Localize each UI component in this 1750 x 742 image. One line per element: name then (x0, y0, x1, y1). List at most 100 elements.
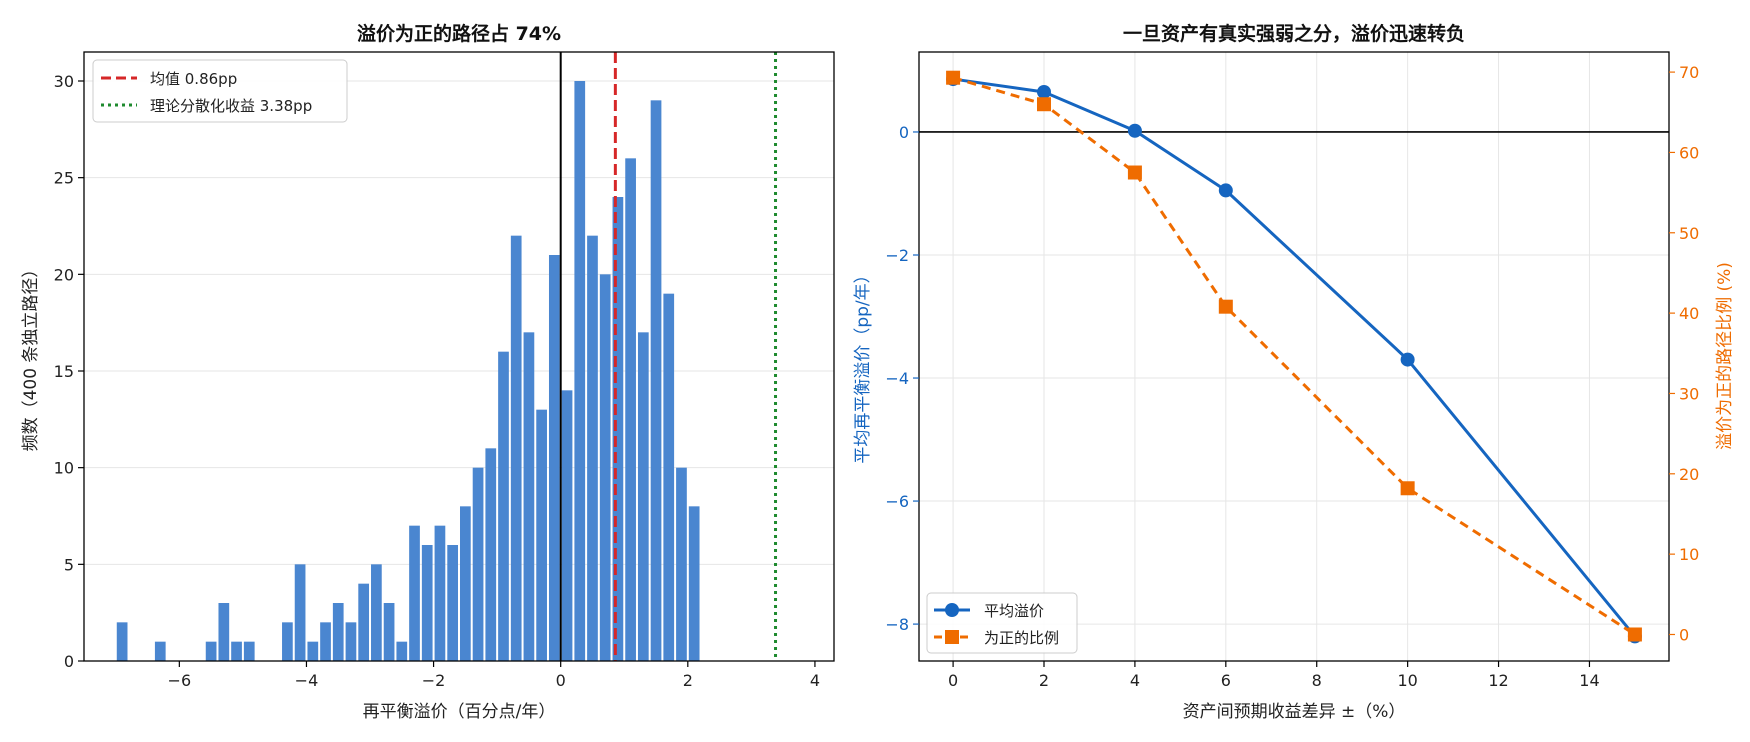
legend-avg-premium-swatch-marker (945, 603, 959, 617)
left-y-tick-label: −2 (885, 246, 909, 265)
line-chart-axes-frame (918, 51, 1670, 662)
histogram-x-ticks: −6 −4 −2 0 2 4 (168, 661, 820, 690)
positive-share-line (952, 76, 1636, 636)
histogram-bar (561, 390, 573, 661)
x-tick-label: 4 (810, 671, 820, 690)
avg-premium-line (952, 77, 1637, 638)
histogram-bar (307, 641, 319, 661)
x-tick-label: −2 (422, 671, 446, 690)
histogram-legend-box (92, 59, 348, 123)
avg-premium-point (1037, 84, 1051, 99)
histogram-bar (154, 641, 166, 661)
histogram-bar (485, 448, 497, 661)
line-chart-left-y-ticks: 0 −2 −4 −6 −8 (885, 123, 919, 634)
histogram-bar (243, 641, 255, 661)
histogram-bar (523, 332, 535, 661)
histogram-bar (332, 603, 344, 661)
line-chart-left-y-label: 平均再平衡溢价（pp/年） (853, 266, 873, 463)
legend-mean-label: 均值 0.86pp (150, 70, 237, 88)
histogram-y-ticks: 0 5 10 15 20 25 30 (54, 72, 84, 671)
histogram-bar (396, 641, 408, 661)
histogram-grid (84, 80, 834, 662)
line-chart-grid (919, 52, 1669, 661)
histogram-bar (320, 622, 331, 661)
histogram-bar (358, 583, 370, 661)
x-tick-label: 12 (1488, 671, 1508, 690)
y-tick-label: 10 (54, 459, 74, 478)
histogram-bar (637, 332, 649, 661)
x-tick-label: −4 (295, 671, 319, 690)
left-y-tick-label: −4 (885, 369, 909, 388)
y-tick-label: 0 (64, 652, 74, 671)
histogram-bar (587, 235, 598, 661)
histogram-bar (510, 235, 522, 661)
positive-share-point (1400, 481, 1415, 496)
histogram-bar (218, 603, 230, 661)
right-y-tick-label: 60 (1679, 143, 1699, 162)
right-y-tick-label: 70 (1679, 63, 1699, 82)
histogram-bar (409, 525, 420, 661)
x-tick-label: 0 (948, 671, 958, 690)
right-y-tick-label: 40 (1679, 304, 1699, 323)
histogram-bar (548, 255, 560, 661)
line-chart-right-y-ticks: 0 10 20 30 40 50 60 70 (1669, 63, 1699, 644)
histogram-reference-lines (559, 52, 778, 661)
histogram-bar (205, 641, 217, 661)
histogram-bar (294, 564, 306, 661)
histogram-bars (116, 81, 700, 662)
histogram-bar (383, 603, 395, 661)
x-tick-label: 14 (1579, 671, 1599, 690)
x-tick-label: 2 (683, 671, 693, 690)
x-tick-label: −6 (168, 671, 192, 690)
right-y-tick-label: 10 (1679, 545, 1699, 564)
histogram-bar (447, 545, 458, 661)
histogram-x-label: 再平衡溢价（百分点/年） (363, 702, 556, 722)
histogram-bar (612, 197, 624, 661)
y-tick-label: 20 (54, 265, 74, 284)
x-tick-label: 0 (556, 671, 566, 690)
left-y-tick-label: −8 (885, 615, 909, 634)
histogram-bar (345, 622, 357, 661)
right-y-tick-label: 30 (1679, 384, 1699, 403)
x-tick-label: 2 (1039, 671, 1049, 690)
y-tick-label: 15 (54, 362, 74, 381)
histogram-bar (574, 81, 586, 661)
right-y-tick-label: 20 (1679, 465, 1699, 484)
histogram-bar (434, 525, 446, 661)
legend-positive-share-swatch-marker (945, 630, 959, 644)
histogram-bar (116, 622, 128, 661)
histogram-axes-frame (83, 51, 835, 662)
positive-share-point (1218, 299, 1233, 314)
legend-theory-label: 理论分散化收益 3.38pp (150, 97, 312, 115)
avg-premium-point (1400, 352, 1415, 367)
histogram-bar (536, 409, 547, 661)
histogram-bar (472, 467, 484, 661)
legend-positive-share-label: 为正的比例 (984, 629, 1059, 647)
line-chart-x-ticks: 0 2 4 6 8 10 12 14 (948, 661, 1600, 690)
histogram-bar (460, 506, 471, 661)
left-y-tick-label: 0 (899, 123, 909, 142)
histogram-bar (688, 506, 700, 661)
positive-share-point (1127, 165, 1142, 180)
histogram-title: 溢价为正的路径占 74% (357, 22, 561, 45)
y-tick-label: 30 (54, 72, 74, 91)
y-tick-label: 25 (54, 169, 74, 188)
histogram-legend: 均值 0.86pp 理论分散化收益 3.38pp (92, 59, 348, 123)
positive-share-point (1037, 97, 1051, 112)
avg-premium-point (1218, 183, 1233, 198)
left-y-tick-label: −6 (885, 492, 909, 511)
x-tick-label: 6 (1221, 671, 1231, 690)
right-y-tick-label: 50 (1679, 224, 1699, 243)
right-y-tick-label: 0 (1679, 625, 1689, 644)
legend-avg-premium-label: 平均溢价 (984, 602, 1044, 620)
histogram-bar (650, 100, 662, 662)
x-tick-label: 10 (1397, 671, 1417, 690)
avg-premium-point (1127, 123, 1142, 138)
histogram-bar (498, 351, 509, 661)
line-panel: 一旦资产有真实强弱之分，溢价迅速转负 0 2 4 6 8 10 12 14 0 −2 −4 −6 −8… (853, 22, 1735, 722)
histogram-bar (231, 641, 242, 661)
positive-share-point (946, 70, 961, 85)
histogram-bar (676, 467, 687, 661)
positive-share-point (1627, 627, 1642, 642)
